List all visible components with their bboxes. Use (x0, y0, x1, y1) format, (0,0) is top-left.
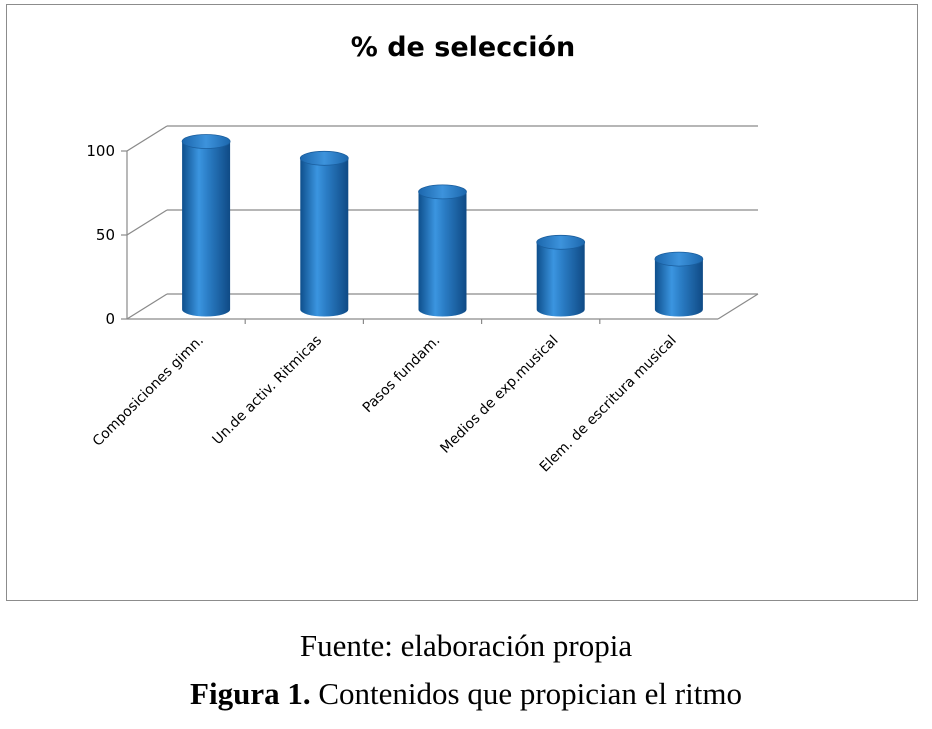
bar-1 (181, 134, 231, 317)
source-caption: Fuente: elaboración propia (299, 628, 633, 663)
bar-4 (536, 234, 586, 317)
x-category-label: Medios de exp.musical (437, 333, 561, 457)
grid-diagonal (126, 209, 168, 236)
figure-text: Contenidos que propician el ritmo (310, 676, 742, 711)
bar-body (654, 259, 703, 317)
label-layer: 0 50 100 Composiciones gimn. Un.de activ. Ri… (86, 142, 679, 475)
bar-body (182, 141, 231, 317)
bar-cap (299, 150, 349, 166)
bar-cap (654, 251, 704, 267)
bar-3 (418, 184, 467, 317)
chart-svg: % de selección 0 50 100 Composiciones gimn.… (86, 32, 759, 475)
bar-body (300, 158, 349, 317)
bar-5 (654, 251, 704, 317)
chart-frame: % de selección 0 50 100 Composiciones gimn.… (6, 4, 918, 601)
grid-diagonal (126, 125, 168, 152)
bar-cap (181, 134, 231, 149)
bar-layer (181, 134, 704, 317)
bar-2 (299, 150, 349, 317)
axis-layer (121, 150, 759, 324)
chart-title: % de selección (351, 32, 575, 63)
y-tick-label: 0 (105, 310, 115, 328)
bar-cap (536, 234, 586, 250)
y-tick-label: 50 (96, 226, 115, 244)
bar-body (418, 191, 467, 317)
figure-label: Figura 1. (190, 676, 311, 711)
x-category-label: Elem. de escritura musical (537, 333, 680, 476)
floor-right-edge (717, 293, 759, 320)
y-tick-label: 100 (86, 142, 115, 160)
x-category-label: Un.de activ. Ritmicas (210, 333, 326, 449)
figure-caption: Figura 1. Contenidos que propician el ri… (0, 676, 932, 712)
bar-body (536, 242, 585, 317)
x-category-label: Pasos fundam. (360, 333, 444, 417)
x-category-label: Composiciones gimn. (90, 333, 207, 450)
grid-diagonal (126, 293, 168, 320)
bar-cap (418, 184, 467, 200)
